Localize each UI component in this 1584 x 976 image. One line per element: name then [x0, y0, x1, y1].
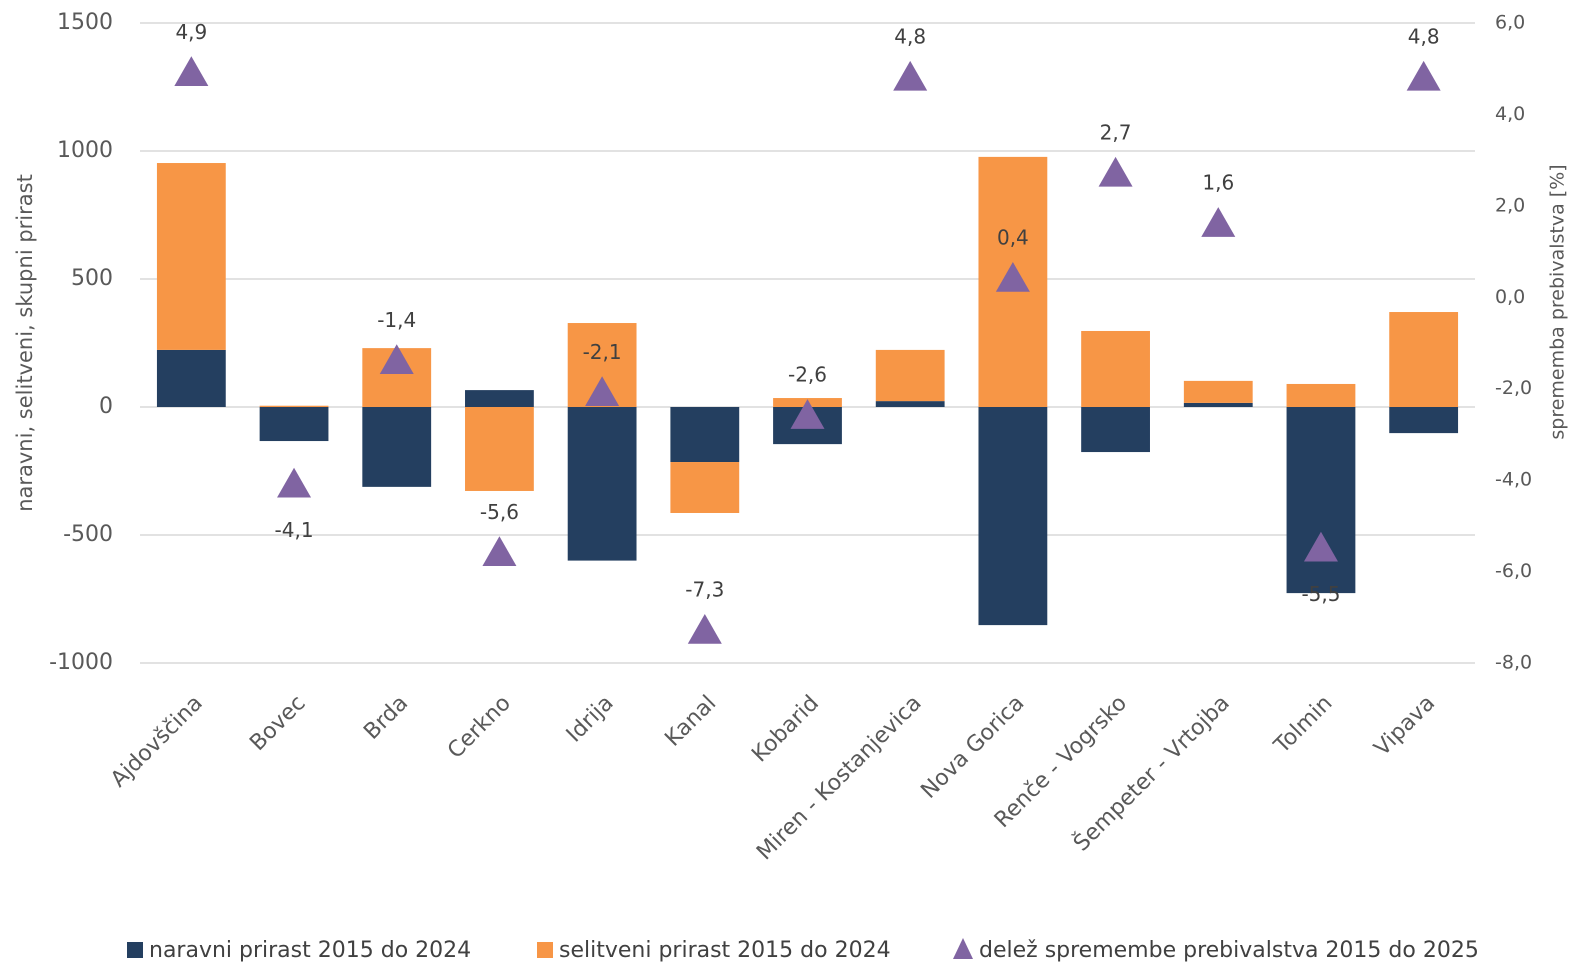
bar: [1389, 407, 1459, 434]
data-label: 4,8: [1408, 24, 1440, 48]
bar: [259, 405, 329, 407]
bar: [1081, 407, 1150, 453]
bar: [1183, 402, 1253, 407]
x-tick-label: Brda: [359, 691, 413, 745]
bar: [1286, 383, 1356, 407]
marker: [893, 60, 928, 91]
data-label: 2,7: [1100, 120, 1132, 144]
marker: [585, 376, 620, 407]
bar: [465, 390, 534, 407]
marker: [1303, 531, 1338, 562]
bar: [670, 407, 740, 463]
y2-tick-label: 0,0: [1495, 286, 1525, 308]
bar: [1389, 312, 1459, 407]
bar: [875, 401, 945, 407]
x-tick-label: Idrija: [562, 691, 619, 748]
marker: [1406, 60, 1441, 91]
x-tick-label: Cerkno: [443, 691, 516, 764]
marker: [790, 399, 825, 429]
data-label: -1,4: [377, 308, 416, 332]
y2-tick-label: -2,0: [1495, 377, 1532, 399]
y2-tick-label: 6,0: [1495, 12, 1525, 34]
y2-axis-title: sprememba prebivalstva [%]: [1547, 164, 1569, 439]
data-label: -2,1: [583, 340, 622, 364]
bar: [1286, 407, 1356, 594]
marker: [687, 614, 722, 644]
x-tick-label: Bovec: [245, 691, 310, 756]
legend-swatch: [537, 942, 553, 958]
x-tick-label: Nova Gorica: [916, 691, 1029, 804]
y2-tick-label: 2,0: [1495, 194, 1525, 216]
data-label: -5,6: [480, 500, 519, 524]
x-tick-label: Ajdovščina: [106, 691, 208, 793]
bar: [259, 407, 329, 442]
legend-swatch: [127, 942, 143, 958]
legend-label: delež spremembe prebivalstva 2015 do 202…: [979, 938, 1479, 963]
bar: [156, 349, 226, 407]
data-label: 1,6: [1202, 171, 1234, 195]
y-tick-label: 500: [71, 266, 113, 291]
x-tick-label: Kanal: [660, 691, 721, 752]
bar: [567, 407, 637, 561]
y2-tick-label: -6,0: [1495, 560, 1532, 582]
bar: [362, 407, 432, 487]
data-label: 0,4: [997, 226, 1029, 250]
marker: [1098, 156, 1133, 187]
data-label: -5,5: [1301, 582, 1340, 606]
y-tick-label: -500: [63, 522, 113, 547]
y-tick-label: -1000: [49, 650, 113, 675]
x-tick-label: Miren - Kostanjevica: [752, 691, 926, 865]
marker: [277, 467, 312, 498]
bar: [978, 407, 1048, 626]
legend-label: naravni prirast 2015 do 2024: [149, 938, 471, 963]
y-tick-label: 0: [99, 394, 113, 419]
x-tick-label: Vipava: [1370, 691, 1440, 761]
data-label: 4,8: [894, 24, 926, 48]
y2-tick-label: -8,0: [1495, 652, 1532, 674]
y-tick-label: 1000: [57, 138, 113, 163]
y2-tick-label: 4,0: [1495, 103, 1525, 125]
bar: [875, 349, 945, 402]
bar: [670, 462, 740, 513]
marker: [482, 536, 517, 567]
bar: [1081, 330, 1150, 407]
data-label: -7,3: [685, 578, 724, 602]
data-label: 4,9: [175, 20, 207, 44]
x-tick-label: Kobarid: [747, 691, 824, 768]
x-tick-label: Tolmin: [1269, 691, 1337, 759]
y2-tick-label: -4,0: [1495, 469, 1532, 491]
marker: [1201, 207, 1236, 237]
bar: [156, 163, 226, 350]
marker: [174, 56, 209, 87]
y-axis-title: naravni, selitveni, skupni prirast: [13, 174, 37, 512]
marker: [995, 262, 1030, 292]
y-tick-label: 1500: [57, 10, 113, 35]
data-label: -2,6: [788, 363, 827, 387]
legend-label: selitveni prirast 2015 do 2024: [559, 938, 891, 963]
bar: [1183, 380, 1253, 403]
marker: [379, 344, 414, 375]
data-label: -4,1: [275, 518, 314, 542]
legend-marker: [953, 938, 973, 959]
bar: [465, 407, 534, 491]
